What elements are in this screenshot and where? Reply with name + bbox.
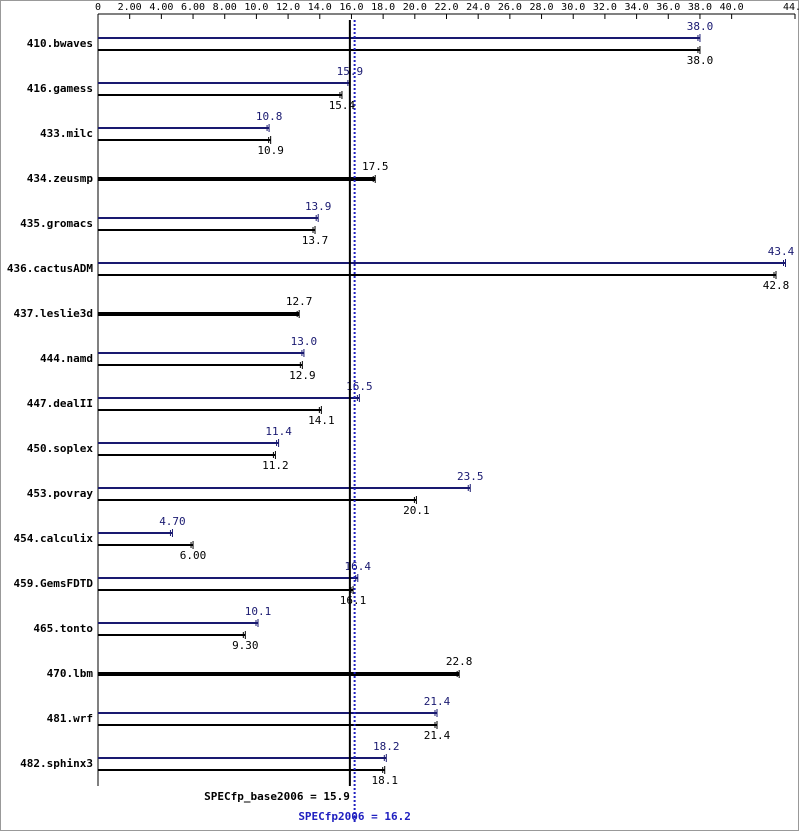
value-label: 20.1 (403, 504, 430, 517)
value-label: 10.9 (257, 144, 284, 157)
x-tick-label: 18.0 (371, 2, 395, 13)
value-label: 13.0 (291, 335, 318, 348)
value-label: 10.1 (245, 605, 272, 618)
x-tick-label: 8.00 (213, 2, 237, 13)
category-label: 481.wrf (47, 712, 93, 725)
x-tick-label: 4.00 (149, 2, 173, 13)
category-label: 459.GemsFDTD (14, 577, 94, 590)
value-label: 13.7 (302, 234, 329, 247)
value-label: 17.5 (362, 160, 389, 173)
x-tick-label: 32.0 (593, 2, 617, 13)
category-label: 447.dealII (27, 397, 93, 410)
x-tick-label: 14.0 (308, 2, 332, 13)
value-label: 12.9 (289, 369, 316, 382)
category-label: 453.povray (27, 487, 94, 500)
x-tick-label: 24.0 (466, 2, 490, 13)
value-label: 10.8 (256, 110, 283, 123)
value-label: 18.2 (373, 740, 400, 753)
value-label: 13.9 (305, 200, 332, 213)
x-tick-label: 28.0 (529, 2, 553, 13)
value-label: 16.4 (345, 560, 372, 573)
x-tick-label: 22.0 (434, 2, 458, 13)
value-label: 11.2 (262, 459, 289, 472)
value-label: 16.1 (340, 594, 367, 607)
value-label: 21.4 (424, 695, 451, 708)
reference-label: SPECfp_base2006 = 15.9 (204, 790, 350, 803)
x-tick-label: 2.00 (118, 2, 142, 13)
x-tick-label: 36.0 (656, 2, 680, 13)
x-tick-label: 16.0 (339, 2, 363, 13)
category-label: 454.calculix (14, 532, 94, 545)
value-label: 22.8 (446, 655, 473, 668)
category-label: 434.zeusmp (27, 172, 94, 185)
value-label: 11.4 (265, 425, 292, 438)
x-tick-label: 44.0 (783, 2, 799, 13)
x-tick-label: 26.0 (498, 2, 522, 13)
value-label: 9.30 (232, 639, 259, 652)
category-label: 482.sphinx3 (20, 757, 93, 770)
category-label: 465.tonto (33, 622, 93, 635)
value-label: 6.00 (180, 549, 207, 562)
value-label: 4.70 (159, 515, 186, 528)
x-tick-label: 38.0 (688, 2, 712, 13)
x-tick-label: 6.00 (181, 2, 205, 13)
category-label: 450.soplex (27, 442, 94, 455)
x-tick-label: 30.0 (561, 2, 585, 13)
category-label: 410.bwaves (27, 37, 93, 50)
x-tick-label: 0 (95, 2, 101, 13)
value-label: 18.1 (371, 774, 398, 787)
x-tick-label: 40.0 (720, 2, 744, 13)
value-label: 23.5 (457, 470, 484, 483)
x-tick-label: 20.0 (403, 2, 427, 13)
value-label: 38.0 (687, 20, 714, 33)
x-tick-label: 12.0 (276, 2, 300, 13)
value-label: 42.8 (763, 279, 790, 292)
value-label: 16.5 (346, 380, 373, 393)
value-label: 15.4 (329, 99, 356, 112)
category-label: 433.milc (40, 127, 93, 140)
category-label: 437.leslie3d (14, 307, 93, 320)
value-label: 38.0 (687, 54, 714, 67)
category-label: 416.gamess (27, 82, 93, 95)
value-label: 14.1 (308, 414, 335, 427)
x-tick-label: 10.0 (244, 2, 268, 13)
x-tick-label: 34.0 (625, 2, 649, 13)
reference-label: SPECfp2006 = 16.2 (298, 810, 411, 823)
category-label: 436.cactusADM (7, 262, 93, 275)
value-label: 21.4 (424, 729, 451, 742)
category-label: 435.gromacs (20, 217, 93, 230)
category-label: 444.namd (40, 352, 93, 365)
category-label: 470.lbm (47, 667, 94, 680)
value-label: 12.7 (286, 295, 313, 308)
value-label: 43.4 (768, 245, 795, 258)
